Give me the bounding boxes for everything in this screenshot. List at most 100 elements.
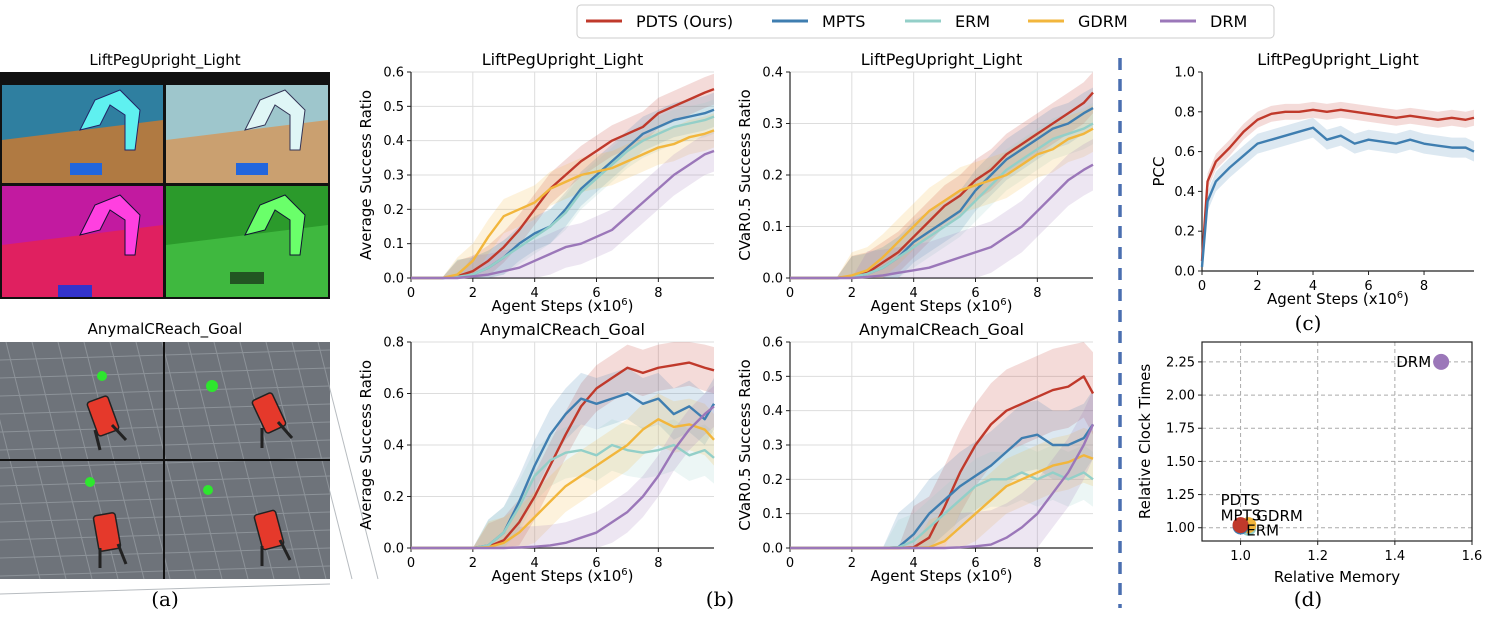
y-tick-label: 0.6 <box>1174 145 1195 160</box>
x-tick-label: 0 <box>786 556 794 571</box>
y-axis-label: PCC <box>1150 157 1168 187</box>
panel-a-bottom-label: AnymalCReach_Goal <box>88 320 243 339</box>
y-tick-label: 0.1 <box>383 237 404 252</box>
x-tick-label: 6 <box>592 286 600 301</box>
x-tick-label: 2 <box>848 556 856 571</box>
y-tick-label: 0.1 <box>762 220 783 235</box>
series-band <box>790 138 1093 278</box>
quadruped-robot-icon <box>251 392 294 448</box>
series-line <box>1200 126 1475 268</box>
legend-label: MPTS <box>822 12 865 31</box>
caption-d: (d) <box>1294 587 1322 611</box>
x-tick-label: 4 <box>1309 279 1317 294</box>
y-axis-label: Relative Clock Times <box>1136 364 1154 519</box>
y-tick-label: 0.5 <box>762 370 783 385</box>
legend-item: PDTS (Ours) <box>586 12 733 31</box>
robot-arm-icon <box>79 194 141 256</box>
caption-a: (a) <box>151 587 179 611</box>
y-tick-label: 1.0 <box>1174 66 1195 81</box>
scene-floor <box>2 120 163 183</box>
chart-title: LiftPegUpright_Light <box>1257 50 1418 70</box>
point-label: GDRM <box>1256 507 1303 525</box>
x-tick-label: 1.4 <box>1385 549 1406 564</box>
series-line <box>790 163 1094 280</box>
point-label: ERM <box>1246 522 1279 540</box>
x-axis-label: Agent Steps (x106) <box>871 567 1013 585</box>
peg-block <box>236 163 268 175</box>
y-tick-label: 1.50 <box>1166 455 1195 470</box>
x-tick-label: 2 <box>1253 279 1261 294</box>
chart-panel: 0 2 4 6 8 0.0 0.2 0.4 0.6 0.8 1.0 LiftPegUpright_Li… <box>1150 50 1475 308</box>
legend: PDTS (Ours) MPTS ERM GDRM DRM <box>576 4 1275 39</box>
y-tick-label: 0.6 <box>383 387 404 402</box>
x-tick-label: 0 <box>407 286 415 301</box>
series-band <box>790 342 1093 548</box>
y-tick-label: 0.0 <box>383 272 404 287</box>
series-band <box>790 445 1093 548</box>
y-tick-label: 0.2 <box>383 490 404 505</box>
x-tick-label: 4 <box>910 286 918 301</box>
y-tick-label: 0.4 <box>762 66 783 81</box>
y-tick-label: 2.25 <box>1166 355 1195 370</box>
x-tick-label: 4 <box>531 556 539 571</box>
series-band <box>411 385 714 548</box>
axes-frame <box>1201 341 1473 542</box>
x-tick-label: 4 <box>531 286 539 301</box>
y-tick-label: 0.3 <box>383 169 404 184</box>
x-tick-label: 6 <box>971 556 979 571</box>
x-tick-label: 8 <box>654 286 662 301</box>
peg-block <box>230 272 264 284</box>
chart-panel: 0 2 4 6 8 0.0 0.1 0.2 0.3 0.4 0.5 0.6 LiftPegUpright… <box>357 50 715 315</box>
chart-title: AnymalCReach_Goal <box>480 320 645 340</box>
series-line <box>790 423 1095 550</box>
legend-label: GDRM <box>1078 12 1128 31</box>
robot-arm-icon <box>244 89 306 151</box>
y-axis-label: CVaR0.5 Success Ratio <box>736 359 754 530</box>
goal-sphere-icon <box>203 485 213 495</box>
x-tick-label: 0 <box>407 556 415 571</box>
y-axis-label: Average Success Ratio <box>357 90 375 260</box>
x-tick-label: 0 <box>1198 279 1206 294</box>
x-tick-label: 8 <box>1033 286 1041 301</box>
scene-floor <box>166 120 328 183</box>
series-line <box>790 127 1094 280</box>
caption-c: (c) <box>1295 311 1322 335</box>
panel-a: LiftPegUpright_Light AnymalCReach_Goal <box>0 51 379 611</box>
point-label: MPTS <box>1221 506 1262 524</box>
x-tick-label: 8 <box>654 556 662 571</box>
chart-panel: 1.0 1.2 1.4 1.6 1.00 1.25 1.50 1.75 2.00 2.25 Rela… <box>1136 341 1482 586</box>
x-tick-label: 1.0 <box>1230 549 1251 564</box>
x-tick-label: 0 <box>786 286 794 301</box>
quadruped-robot-icon <box>92 512 128 568</box>
series-line <box>1200 108 1475 262</box>
goal-sphere-icon <box>85 477 95 487</box>
legend-label: ERM <box>955 12 990 31</box>
series-band <box>411 342 714 548</box>
y-tick-label: 0.5 <box>383 100 404 115</box>
robot-arm-icon <box>79 89 141 151</box>
chart-panel: 0 2 4 6 8 0.0 0.1 0.2 0.3 0.4 LiftPegUpright_Light… <box>736 50 1094 315</box>
series-line <box>790 122 1094 280</box>
series-line <box>411 405 715 550</box>
y-tick-label: 1.75 <box>1166 422 1195 437</box>
y-tick-label: 0.0 <box>1174 265 1195 280</box>
lift-peg-scene-grid <box>0 72 330 299</box>
x-tick-label: 2 <box>469 286 477 301</box>
x-tick-label: 6 <box>971 286 979 301</box>
chart-panel: 0 2 4 6 8 0.0 0.1 0.2 0.3 0.4 0.5 0.6 AnymalCReach_G… <box>736 320 1095 585</box>
y-tick-label: 0.3 <box>762 439 783 454</box>
y-tick-label: 0.2 <box>1174 225 1195 240</box>
x-tick-label: 2 <box>848 286 856 301</box>
x-axis-label: Agent Steps (x106) <box>492 567 634 585</box>
y-axis-label: CVaR0.5 Success Ratio <box>736 89 754 260</box>
series-band <box>411 73 714 278</box>
series-band <box>790 390 1093 548</box>
goal-sphere-icon <box>97 371 107 381</box>
point-label: PDTS <box>1221 491 1260 509</box>
scene-floor <box>166 225 328 297</box>
legend-item: ERM <box>905 12 990 31</box>
legend-item: MPTS <box>772 12 865 31</box>
quadruped-robot-icon <box>253 509 292 566</box>
point-label: DRM <box>1396 353 1431 371</box>
